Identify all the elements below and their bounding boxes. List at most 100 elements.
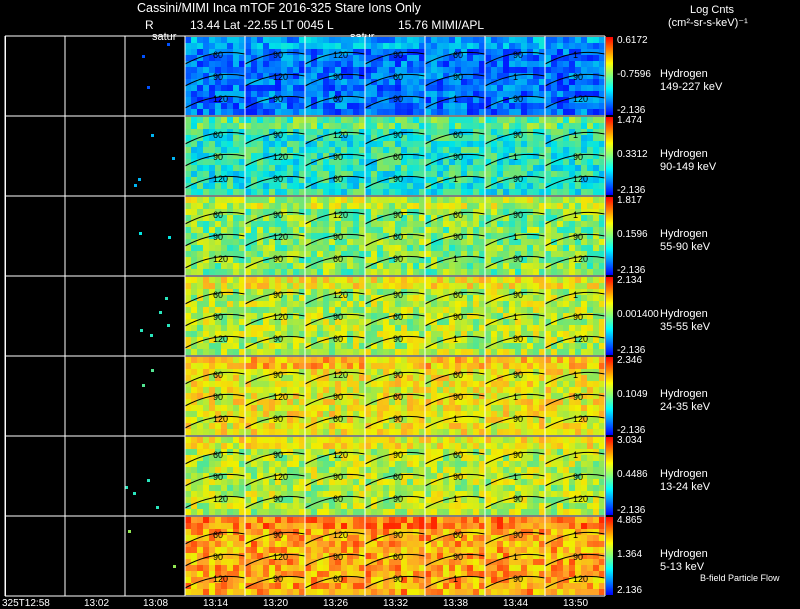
flux-cell — [317, 295, 323, 301]
flux-cell — [485, 233, 491, 239]
flux-cell — [485, 429, 491, 435]
flux-cell — [581, 301, 587, 307]
flux-cell — [359, 239, 365, 245]
flux-cell — [395, 79, 401, 85]
flux-cell — [365, 239, 371, 245]
flux-cell — [251, 73, 257, 79]
flux-cell — [347, 85, 353, 91]
contour-label: 120 — [573, 94, 588, 104]
flux-cell — [467, 117, 473, 123]
flux-cell — [557, 171, 563, 177]
flux-cell — [293, 245, 299, 251]
flux-cell — [497, 239, 503, 245]
flux-cell — [317, 215, 323, 221]
flux-cell — [383, 289, 389, 295]
flux-cell — [479, 103, 485, 109]
flux-cell — [461, 55, 467, 61]
flux-cell — [503, 153, 509, 159]
flux-cell — [413, 295, 419, 301]
flux-cell — [581, 349, 587, 355]
flux-cell — [539, 283, 545, 289]
flux-cell — [203, 197, 209, 203]
flux-cell — [227, 277, 233, 283]
flux-cell — [473, 91, 479, 97]
flux-cell — [347, 159, 353, 165]
flux-cell — [299, 257, 305, 263]
flux-cell — [329, 331, 335, 337]
contour-label: 120 — [573, 414, 588, 424]
flux-cell — [353, 393, 359, 399]
flux-cell — [401, 147, 407, 153]
flux-cell — [365, 85, 371, 91]
flux-cell — [407, 215, 413, 221]
flux-cell — [215, 67, 221, 73]
flux-cell — [335, 135, 341, 141]
flux-cell — [419, 343, 425, 349]
flux-cell — [407, 343, 413, 349]
flux-cell — [425, 283, 431, 289]
flux-cell — [215, 485, 221, 491]
flux-cell — [293, 91, 299, 97]
flux-cell — [353, 197, 359, 203]
flux-cell — [203, 239, 209, 245]
flux-cell — [305, 375, 311, 381]
flux-cell — [431, 325, 437, 331]
flux-cell — [575, 209, 581, 215]
flux-cell — [269, 449, 275, 455]
flux-cell — [353, 129, 359, 135]
field-contour — [364, 95, 426, 109]
flux-cell — [431, 109, 437, 115]
flux-cell — [395, 215, 401, 221]
flux-cell — [293, 301, 299, 307]
flux-cell — [437, 283, 443, 289]
flux-cell — [581, 417, 587, 423]
flux-cell — [197, 159, 203, 165]
flux-cell — [287, 135, 293, 141]
flux-cell — [227, 423, 233, 429]
flux-cell — [485, 269, 491, 275]
flux-cell — [257, 455, 263, 461]
flux-cell — [239, 497, 245, 503]
flux-cell — [419, 417, 425, 423]
flux-cell — [455, 183, 461, 189]
flux-cell — [305, 209, 311, 215]
flux-cell — [203, 369, 209, 375]
flux-cell — [293, 209, 299, 215]
flux-cell — [197, 479, 203, 485]
flux-cell — [287, 215, 293, 221]
flux-cell — [233, 197, 239, 203]
flux-cell — [473, 399, 479, 405]
flux-cell — [425, 109, 431, 115]
flux-cell — [593, 337, 599, 343]
flux-cell — [473, 209, 479, 215]
flux-cell — [299, 437, 305, 443]
contour-label: 90 — [333, 392, 343, 402]
flux-cell — [497, 171, 503, 177]
flux-cell — [293, 43, 299, 49]
flux-cell — [197, 91, 203, 97]
flux-cell — [551, 55, 557, 61]
flux-cell — [239, 263, 245, 269]
flux-cell — [299, 405, 305, 411]
flux-cell — [377, 381, 383, 387]
flux-cell — [593, 325, 599, 331]
flux-cell — [299, 283, 305, 289]
contour-label: 1 — [453, 94, 458, 104]
flux-cell — [515, 91, 521, 97]
flux-cell — [581, 73, 587, 79]
flux-cell — [203, 295, 209, 301]
flux-cell — [191, 209, 197, 215]
flux-cell — [467, 337, 473, 343]
contour-label: 120 — [273, 72, 288, 82]
flux-cell — [593, 153, 599, 159]
flux-cell — [293, 147, 299, 153]
flux-cell — [305, 363, 311, 369]
flux-cell — [251, 331, 257, 337]
flux-cell — [521, 135, 527, 141]
flux-cell — [461, 165, 467, 171]
flux-cell — [593, 189, 599, 195]
flux-cell — [557, 239, 563, 245]
flux-cell — [293, 79, 299, 85]
flux-cell — [239, 85, 245, 91]
flux-cell — [197, 363, 203, 369]
